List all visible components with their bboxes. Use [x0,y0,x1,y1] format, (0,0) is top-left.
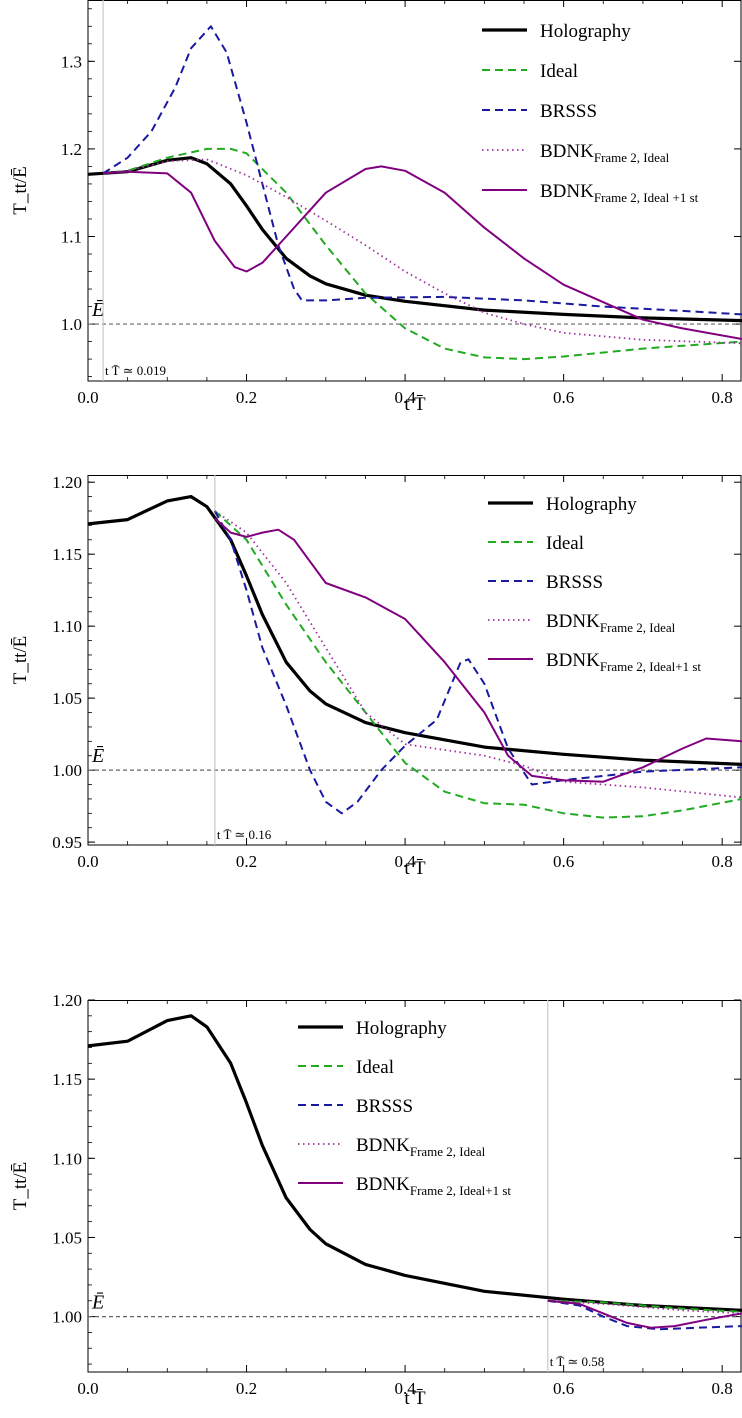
y-tick-label: 1.00 [52,761,82,780]
series-line-4 [214,510,742,799]
x-axis-label: t T̄ [404,1388,426,1409]
y-tick-label: 1.15 [52,1070,82,1089]
series-line-3 [213,510,742,815]
series-group [88,495,742,819]
y-axis-label: T_tt/Ē [10,166,31,215]
legend-label: Ideal [546,533,584,554]
x-tick-label: 0.2 [236,388,257,407]
legend-label: BDNKFrame 2, Ideal +1 st [540,181,699,205]
y-tick-label: 1.0 [61,315,82,334]
legend-label: Holography [540,21,631,42]
x-tick-label: 0.8 [712,388,733,407]
legend-label: BDNKFrame 2, Ideal+1 st [546,650,701,674]
y-tick-label: 0.95 [52,833,82,852]
x-tick-label: 0.2 [236,1379,257,1398]
x-tick-label: 0.6 [553,1379,574,1398]
legend-label: BDNKFrame 2, Ideal [540,141,670,165]
series-line-4 [547,1299,742,1315]
series-line-1 [88,1014,742,1312]
legend: Holography Ideal BRSSS BDNKFrame 2, Ideal BD… [488,494,701,674]
time-marker-label: t T̄ ≃ 0.16 [217,827,272,842]
x-axis-label: t T̄ [404,858,426,879]
legend-label: BDNKFrame 2, Ideal [546,611,676,635]
legend: Holography Ideal BRSSS BDNKFrame 2, Ideal BD… [482,21,699,205]
series-line-2 [547,1299,742,1313]
y-tick-label: 1.15 [52,545,82,564]
y-tick-label: 1.1 [61,227,82,246]
x-tick-label: 0.8 [712,852,733,871]
series-line-1 [88,495,742,766]
legend-label: BRSSS [356,1096,413,1117]
series-group [88,25,742,361]
series-line-2 [102,147,742,361]
series-line-5 [547,1299,742,1329]
series-line-5 [103,165,742,340]
x-tick-label: 0.0 [77,388,98,407]
legend-label: Holography [546,494,637,515]
time-marker-label: t T̄ ≃ 0.019 [105,363,166,378]
plot-frame [87,475,742,846]
legend-label: BDNKFrame 2, Ideal+1 st [356,1174,511,1198]
reference-label: Ē [91,299,104,321]
y-tick-label: 1.20 [52,473,82,492]
plot-frame [87,0,742,382]
y-tick-label: 1.05 [52,1228,82,1247]
plot-frame [87,1000,742,1373]
chart-panel-1: 0.0 0.2 0.4 0.6 0.8 1.0 1.1 1.2 1.3 t T̄ T_tt/Ē Ēt … [10,0,742,415]
y-tick-label: 1.05 [52,689,82,708]
series-line-4 [103,158,742,345]
series-group [88,1014,742,1331]
y-tick-label: 1.3 [61,52,82,71]
series-line-3 [547,1299,742,1331]
legend-label: BDNKFrame 2, Ideal [356,1135,486,1159]
y-tick-label: 1.10 [52,617,82,636]
series-line-1 [88,156,742,323]
y-tick-label: 1.10 [52,1149,82,1168]
legend-label: Ideal [356,1057,394,1078]
legend-label: BRSSS [540,101,597,122]
x-tick-label: 0.6 [553,388,574,407]
y-axis-label: T_tt/Ē [10,1162,31,1211]
reference-label: Ē [91,1292,104,1314]
time-marker-label: t T̄ ≃ 0.58 [550,1354,604,1369]
x-tick-label: 0.0 [77,852,98,871]
x-tick-label: 0.0 [77,1379,98,1398]
legend-label: Holography [356,1018,447,1039]
y-tick-label: 1.20 [52,991,82,1010]
y-tick-label: 1.2 [61,140,82,159]
series-line-5 [214,517,742,783]
series-line-3 [102,25,742,316]
legend-label: Ideal [540,61,578,82]
y-axis-label: T_tt/Ē [10,636,31,685]
chart-panel-3: 0.0 0.2 0.4 0.6 0.8 1.00 1.05 1.10 1.15 1.20 t T̄ T… [10,991,742,1409]
reference-label: Ē [91,745,104,767]
x-tick-label: 0.4 [394,1379,416,1398]
legend-label: BRSSS [546,572,603,593]
x-tick-label: 0.4 [394,388,416,407]
x-tick-label: 0.2 [236,852,257,871]
x-tick-label: 0.4 [394,852,416,871]
chart-panel-2: 0.0 0.2 0.4 0.6 0.8 0.95 1.00 1.05 1.10 1.15 1.20 t… [10,473,742,879]
legend: Holography Ideal BRSSS BDNKFrame 2, Ideal BD… [298,1018,511,1198]
series-line-2 [214,510,742,819]
y-tick-label: 1.00 [52,1308,82,1327]
x-axis-label: t T̄ [404,394,426,415]
x-tick-label: 0.6 [553,852,574,871]
x-tick-label: 0.8 [712,1379,733,1398]
